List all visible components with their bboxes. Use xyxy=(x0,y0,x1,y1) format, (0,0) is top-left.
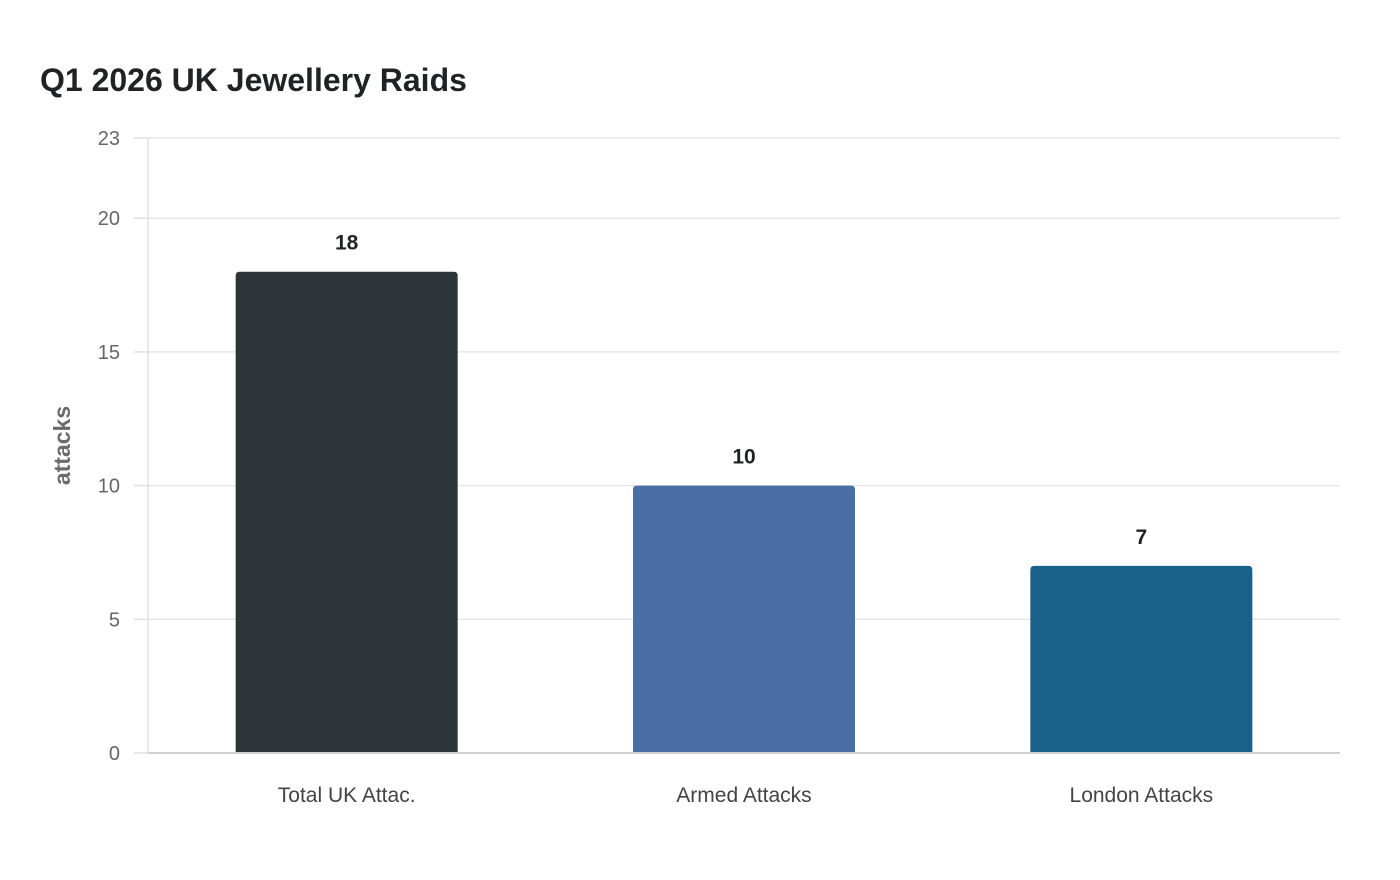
x-category-labels: Total UK Attac. Armed Attacks London Attac… xyxy=(278,784,1213,807)
chart-title: Q1 2026 UK Jewellery Raids xyxy=(40,62,467,98)
y-tick-label: 10 xyxy=(98,476,120,498)
bars xyxy=(235,271,1253,753)
bar-value-label: 7 xyxy=(1135,526,1147,549)
y-tick-label: 15 xyxy=(98,342,120,364)
y-axis-title: attacks xyxy=(49,406,75,485)
y-tick-label: 5 xyxy=(109,609,120,631)
bar xyxy=(633,485,855,753)
x-category-label: London Attacks xyxy=(1070,784,1214,807)
y-tick-label: 23 xyxy=(98,128,120,150)
data-labels: 18 10 7 xyxy=(335,232,1147,549)
x-category-label: Total UK Attac. xyxy=(278,784,416,807)
bar-value-label: 18 xyxy=(335,232,359,255)
bar xyxy=(1030,565,1253,753)
x-category-label: Armed Attacks xyxy=(676,784,811,807)
bar xyxy=(235,271,458,753)
y-tick-label: 20 xyxy=(98,208,120,230)
y-tick-label: 0 xyxy=(109,743,120,765)
bar-value-label: 10 xyxy=(732,446,755,469)
y-tick-labels: 0 5 10 15 20 23 xyxy=(98,128,148,765)
